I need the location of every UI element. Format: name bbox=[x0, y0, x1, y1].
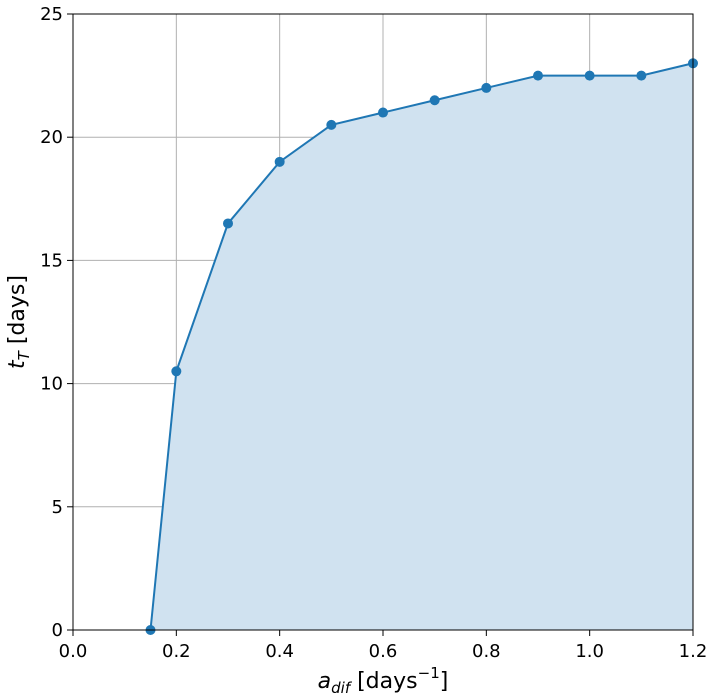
data-point-2 bbox=[223, 218, 233, 229]
data-point-8 bbox=[533, 70, 543, 81]
x-axis-label-base: a bbox=[318, 669, 331, 694]
y-tick-label-0: 0 bbox=[52, 620, 63, 641]
y-axis-label-sub: T bbox=[15, 349, 33, 360]
data-point-3 bbox=[274, 156, 285, 167]
y-axis-label-base: t bbox=[5, 359, 30, 369]
y-tick-label-5: 25 bbox=[40, 4, 63, 25]
data-point-5 bbox=[378, 107, 388, 118]
data-point-6 bbox=[429, 95, 440, 106]
data-point-1 bbox=[171, 366, 182, 377]
data-point-7 bbox=[481, 82, 492, 93]
axis-ticks: 0.0 0.2 0.4 0.6 0.8 1.0 1.2 0 5 10 15 20 25 bbox=[40, 4, 707, 662]
y-tick-label-3: 15 bbox=[40, 250, 63, 271]
x-tick-label-1: 0.2 bbox=[162, 641, 191, 662]
data-point-4 bbox=[326, 119, 337, 130]
x-axis-label-sup: −1 bbox=[418, 664, 440, 682]
area-fill bbox=[150, 63, 693, 630]
x-tick-label-3: 0.6 bbox=[369, 641, 398, 662]
x-tick-label-4: 0.8 bbox=[472, 641, 501, 662]
x-axis-label-close: ] bbox=[440, 669, 449, 694]
data-points bbox=[145, 58, 698, 635]
x-tick-label-5: 1.0 bbox=[575, 641, 604, 662]
data-point-10 bbox=[636, 70, 647, 81]
x-axis-label-sub: dif bbox=[331, 679, 353, 697]
x-tick-label-0: 0.0 bbox=[59, 641, 88, 662]
y-tick-label-4: 20 bbox=[40, 127, 63, 148]
y-tick-label-1: 5 bbox=[52, 497, 63, 518]
x-tick-label-2: 0.4 bbox=[265, 641, 294, 662]
x-axis-label: adif [days−1] bbox=[318, 664, 449, 697]
y-tick-label-2: 10 bbox=[40, 374, 63, 395]
x-tick-label-6: 1.2 bbox=[679, 641, 708, 662]
y-axis-label-rest: [days] bbox=[5, 275, 30, 351]
x-axis-label-rest: [days bbox=[350, 669, 418, 694]
data-point-9 bbox=[584, 70, 595, 81]
series-line bbox=[149, 62, 694, 631]
y-axis-label: tT [days] bbox=[5, 275, 33, 369]
